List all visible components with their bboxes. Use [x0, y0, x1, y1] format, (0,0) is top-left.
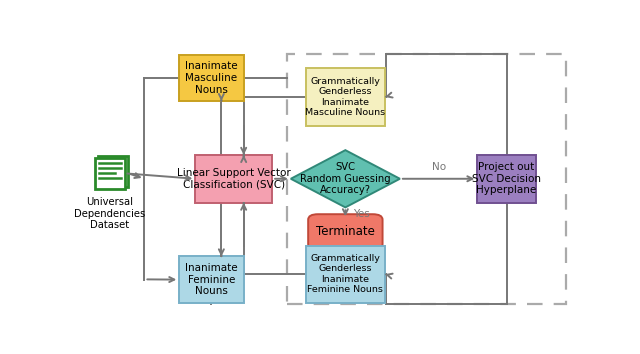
FancyBboxPatch shape — [306, 68, 385, 126]
FancyBboxPatch shape — [179, 55, 244, 101]
FancyBboxPatch shape — [99, 156, 128, 187]
Text: Linear Support Vector
Classification (SVC): Linear Support Vector Classification (SV… — [177, 168, 291, 190]
Text: Project out
SVC Decision
Hyperplane: Project out SVC Decision Hyperplane — [472, 162, 541, 195]
Polygon shape — [291, 150, 400, 207]
Text: Yes: Yes — [353, 209, 369, 218]
FancyBboxPatch shape — [179, 256, 244, 303]
Text: Terminate: Terminate — [316, 225, 375, 239]
Text: Grammatically
Genderless
Inanimate
Feminine Nouns: Grammatically Genderless Inanimate Femin… — [307, 254, 383, 294]
Text: Universal
Dependencies
Dataset: Universal Dependencies Dataset — [74, 197, 145, 230]
Text: No: No — [431, 162, 445, 172]
Text: Inanimate
Masculine
Nouns: Inanimate Masculine Nouns — [185, 61, 237, 95]
FancyBboxPatch shape — [308, 214, 383, 250]
Text: Grammatically
Genderless
Inanimate
Masculine Nouns: Grammatically Genderless Inanimate Mascu… — [305, 77, 385, 117]
FancyBboxPatch shape — [195, 155, 272, 202]
Text: SVC
Random Guessing
Accuracy?: SVC Random Guessing Accuracy? — [300, 162, 390, 195]
FancyBboxPatch shape — [95, 158, 125, 189]
FancyBboxPatch shape — [306, 246, 385, 303]
Text: Inanimate
Feminine
Nouns: Inanimate Feminine Nouns — [185, 263, 237, 296]
FancyBboxPatch shape — [477, 155, 536, 202]
